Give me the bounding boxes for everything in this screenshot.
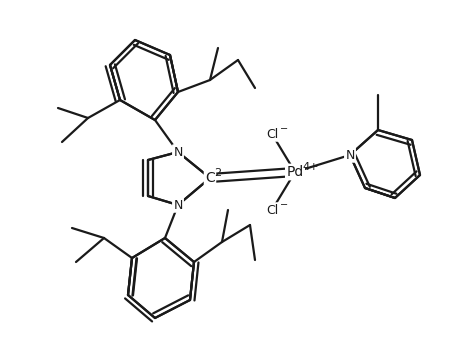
Text: Cl: Cl: [266, 203, 278, 217]
Text: C: C: [205, 171, 215, 185]
Text: N: N: [173, 145, 182, 159]
Text: −: −: [280, 200, 288, 210]
Text: −: −: [280, 124, 288, 134]
Text: Cl: Cl: [266, 127, 278, 141]
Text: 4+: 4+: [302, 162, 319, 172]
Text: N: N: [346, 149, 355, 161]
Text: Pd: Pd: [286, 165, 304, 179]
Text: N: N: [173, 198, 182, 212]
Text: 2−: 2−: [214, 168, 230, 178]
